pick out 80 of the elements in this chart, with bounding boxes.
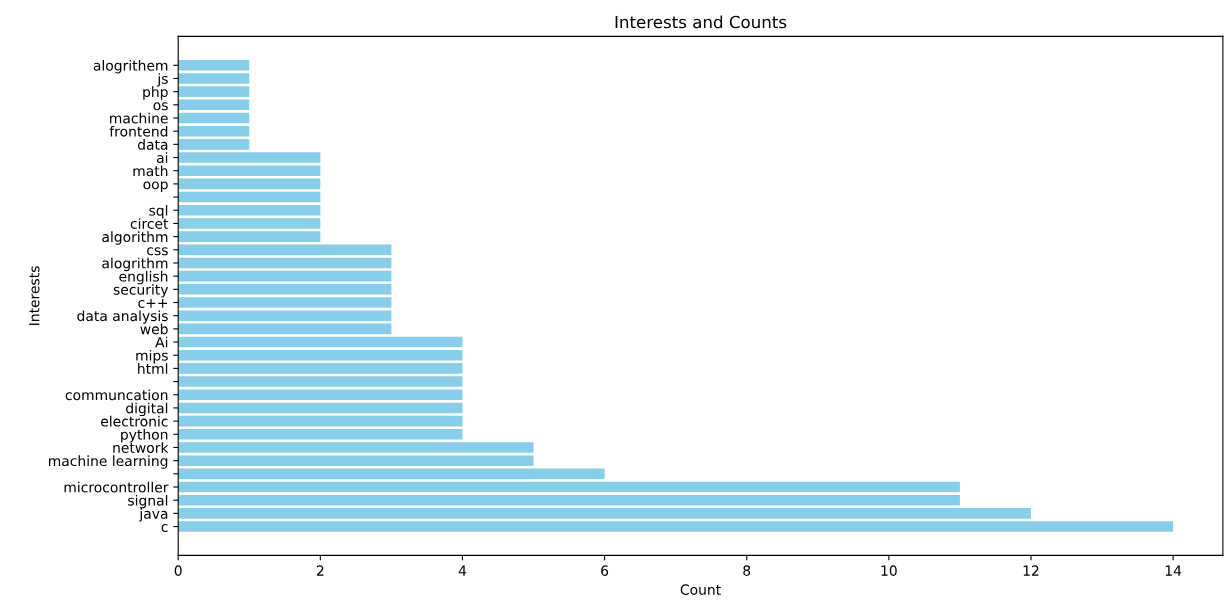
- bar: [178, 231, 321, 242]
- bar: [178, 349, 463, 361]
- y-tick-label: mips: [136, 349, 168, 364]
- bar: [178, 297, 392, 308]
- y-tick-label: php: [143, 86, 168, 100]
- bar: [178, 363, 463, 374]
- y-tick-label: css: [147, 247, 168, 256]
- bar: [178, 323, 392, 335]
- y-tick-label: alogrithem: [93, 60, 168, 74]
- y-tick-label: microcontroller: [64, 481, 169, 493]
- x-tick-label: 6: [601, 565, 609, 576]
- y-tick-label: algorithm: [102, 231, 168, 245]
- bar: [178, 257, 392, 269]
- x-tick-label: 2: [316, 565, 324, 576]
- y-tick-label: data: [137, 139, 168, 150]
- y-tick-label: communcation: [65, 389, 168, 401]
- y-tick-label: java: [139, 508, 168, 522]
- y-tick-label: security: [113, 284, 169, 298]
- bar: [178, 178, 321, 190]
- bar: [178, 204, 321, 216]
- bar: [178, 191, 321, 203]
- y-tick-label: web: [140, 323, 168, 335]
- chart-title: Interests and Counts: [615, 15, 787, 29]
- bar: [178, 310, 392, 321]
- x-tick-label: 14: [1165, 565, 1182, 576]
- y-tick-label: signal: [128, 494, 168, 509]
- x-tick-label: 10: [881, 565, 897, 576]
- bar: [178, 284, 392, 295]
- x-tick-label: 12: [1023, 565, 1039, 576]
- bar: [178, 508, 1031, 519]
- y-tick-label: english: [119, 270, 168, 285]
- bar: [178, 60, 250, 71]
- bar: [178, 468, 605, 480]
- bar: [178, 521, 1174, 532]
- y-tick-label: os: [153, 102, 168, 111]
- bar: [178, 481, 960, 493]
- bar: [178, 402, 463, 414]
- bar: [178, 270, 392, 282]
- y-tick-label: frontend: [109, 125, 168, 137]
- bar: [178, 336, 463, 348]
- y-tick-label: c++: [138, 299, 168, 308]
- y-tick-label: html: [138, 363, 168, 374]
- bar: [178, 125, 250, 137]
- bar: [178, 73, 250, 84]
- y-tick-label: c: [161, 524, 168, 533]
- y-tick-label: sql: [149, 204, 168, 219]
- bar: [178, 99, 250, 111]
- x-axis-title: Count: [680, 584, 721, 595]
- y-tick-label: data analysis: [77, 310, 168, 324]
- x-tick-label: 4: [458, 565, 467, 576]
- y-tick-label: machine learning: [48, 455, 168, 469]
- x-tick-label: 0: [174, 565, 182, 576]
- y-tick-label: oop: [143, 181, 168, 193]
- y-tick-label: alogrithm: [102, 257, 168, 272]
- y-tick-label: ai: [156, 152, 168, 164]
- y-tick-label: machine: [110, 112, 168, 124]
- bar: [178, 139, 250, 150]
- bar: [178, 442, 534, 453]
- bar: [178, 415, 463, 427]
- y-tick-label: digital: [126, 402, 168, 417]
- bar: [178, 218, 321, 229]
- y-tick-label: network: [113, 442, 169, 453]
- bar: [178, 165, 321, 176]
- bar: [178, 494, 960, 506]
- bar: [178, 86, 250, 97]
- y-tick-label: python: [121, 429, 168, 443]
- x-tick-label: 8: [743, 565, 751, 576]
- y-tick-label: Ai: [155, 336, 168, 348]
- y-tick-label: js: [157, 73, 168, 87]
- bar: [178, 112, 250, 124]
- y-tick-label: math: [133, 165, 168, 177]
- bar: [178, 455, 534, 466]
- bar: [178, 244, 392, 256]
- y-tick-label: circet: [130, 218, 169, 229]
- bar: [178, 152, 321, 163]
- bar: [178, 389, 463, 401]
- y-tick-label: electronic: [101, 415, 168, 427]
- bar: [178, 376, 463, 387]
- bar: [178, 429, 463, 440]
- y-axis-title: Interests: [29, 266, 40, 325]
